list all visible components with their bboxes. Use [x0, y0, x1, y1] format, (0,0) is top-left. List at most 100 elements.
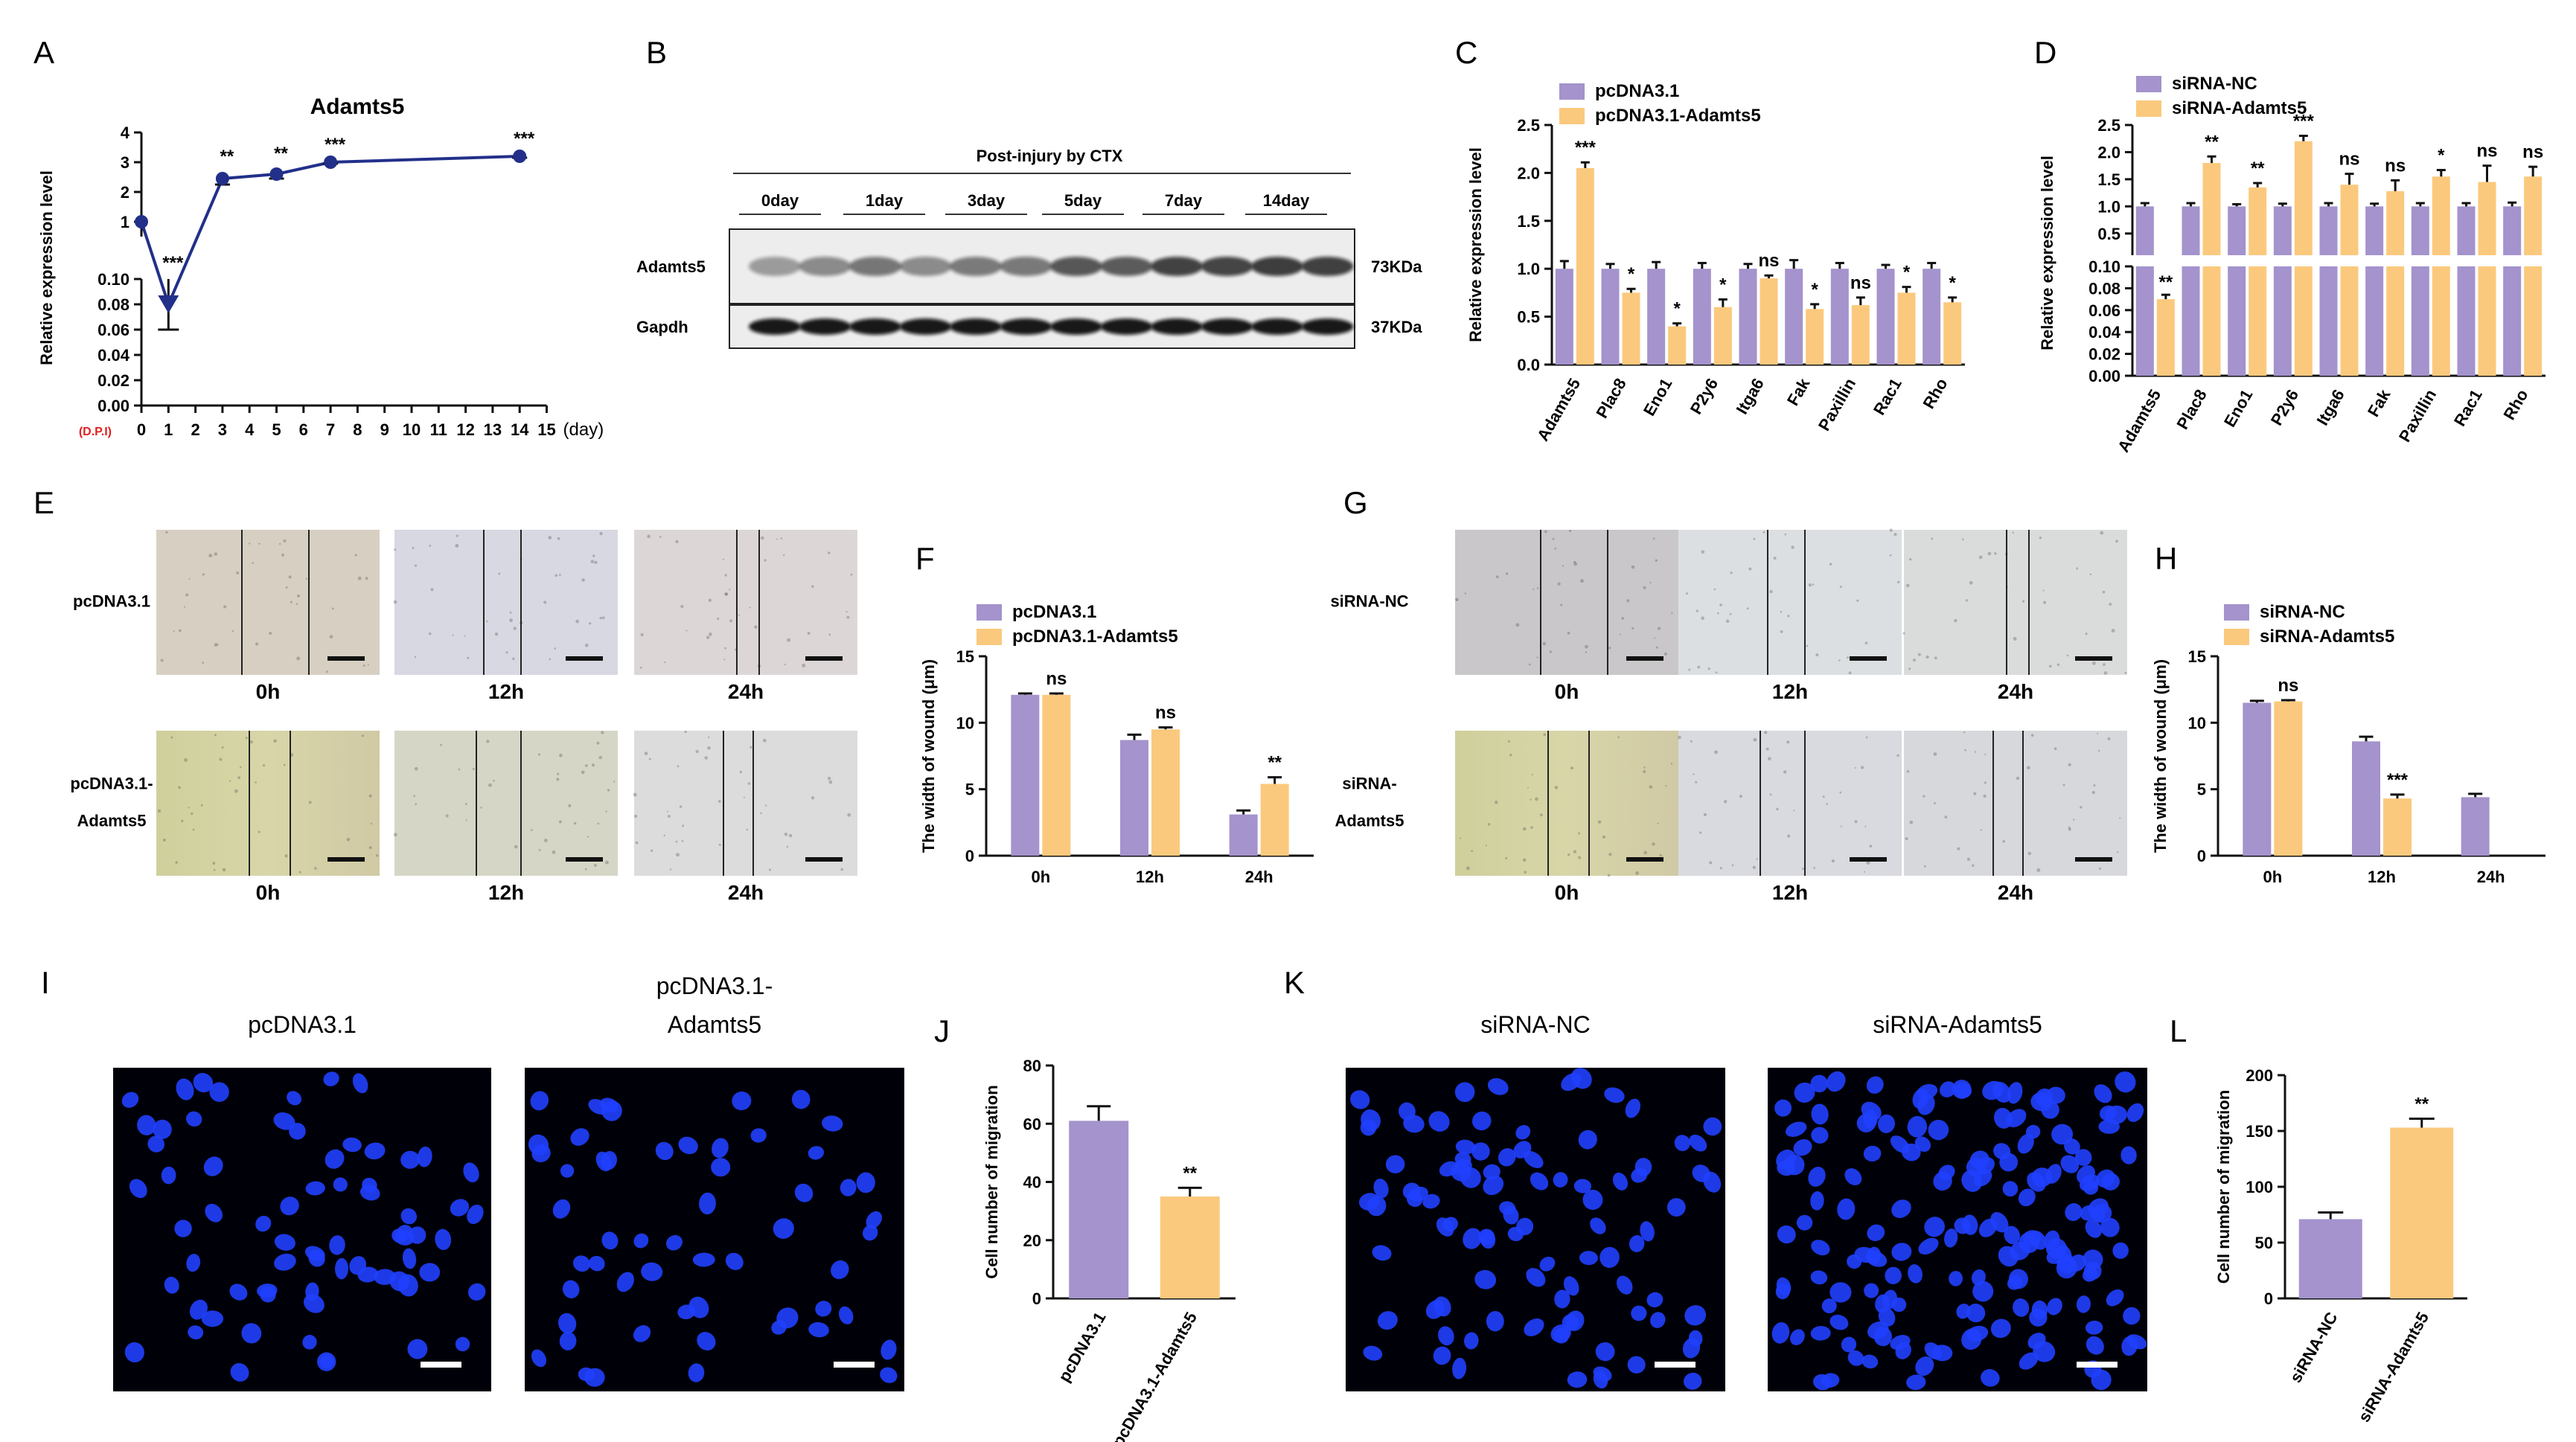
nucleus: [528, 1134, 549, 1156]
wound-speck: [1902, 632, 1905, 635]
nucleus: [2100, 1217, 2120, 1237]
wound-speck: [231, 630, 234, 632]
xtick-label: Rho: [1919, 375, 1951, 412]
bar-upper: [2135, 206, 2154, 255]
wound-speck: [228, 780, 231, 782]
wound-speck: [1838, 659, 1841, 661]
ytick-label: 1.5: [2097, 170, 2120, 189]
wound-speck: [850, 573, 853, 576]
xtick-label: siRNA-NC: [2286, 1309, 2341, 1386]
wound-speck: [788, 833, 793, 838]
wound-speck: [811, 585, 814, 589]
blot-size-label: 37KDa: [1371, 318, 1422, 336]
wound-speck: [1619, 633, 1621, 635]
blot-band: [1100, 257, 1153, 276]
wound-speck: [368, 846, 372, 850]
nucleus: [467, 1283, 486, 1301]
wound-speck: [1813, 866, 1816, 869]
nucleus: [1483, 1164, 1500, 1180]
nucleus: [1944, 1228, 1958, 1248]
nucleus: [1890, 1135, 1910, 1153]
panel-letter-a: A: [33, 35, 54, 70]
wound-speck: [2036, 868, 2041, 872]
wound-speck: [262, 764, 266, 767]
wound-speck: [245, 737, 248, 740]
wound-speck: [723, 658, 726, 661]
nucleus: [1372, 1245, 1392, 1261]
chart-a-point: [513, 150, 527, 163]
wound-speck: [1831, 859, 1835, 863]
wound-speck: [1839, 791, 1842, 794]
nucleus: [856, 1172, 875, 1193]
nucleus: [2105, 1105, 2127, 1124]
nucleus: [2033, 1341, 2056, 1362]
blot-lane-label: 1day: [866, 191, 904, 210]
nucleus: [209, 1082, 229, 1102]
nucleus: [1573, 1179, 1592, 1193]
nucleus: [692, 1252, 715, 1267]
nucleus: [2056, 1244, 2072, 1263]
nucleus: [1666, 1198, 1686, 1217]
wound-speck: [393, 833, 397, 837]
legend-label: pcDNA3.1-Adamts5: [1012, 627, 1178, 647]
nucleus: [124, 1342, 144, 1363]
nucleus: [121, 1092, 139, 1108]
bar: [1622, 292, 1640, 365]
wound-speck: [1535, 797, 1538, 801]
wound-speck: [2039, 536, 2042, 539]
wound-speck: [188, 578, 191, 580]
wound-speck: [1769, 589, 1773, 594]
nucleus: [2126, 1103, 2144, 1122]
nucleus: [1406, 1191, 1423, 1208]
nucleus: [1526, 1268, 1546, 1287]
nucleus: [2027, 1172, 2046, 1192]
xtick-label: pcDNA3.1: [1055, 1309, 1110, 1385]
wound-speck: [1570, 766, 1573, 770]
legend-swatch: [2136, 100, 2161, 117]
nucleus: [357, 1266, 379, 1283]
wound-speck: [548, 536, 552, 540]
nucleus: [1776, 1150, 1797, 1170]
wound-speck: [1585, 644, 1588, 649]
chart-a-dpi-label: (D.P.I): [79, 426, 112, 438]
wound-speck: [558, 574, 561, 577]
wound-speck: [664, 661, 666, 664]
nucleus: [552, 1199, 571, 1219]
bar: [1601, 269, 1620, 365]
wound-speck: [1812, 583, 1815, 586]
nucleus: [1422, 1193, 1440, 1209]
wound-speck: [472, 768, 475, 771]
ytick-label: 20: [1023, 1231, 1041, 1250]
nucleus: [840, 1179, 857, 1196]
wound-speck: [239, 766, 242, 769]
nucleus: [1793, 1139, 1812, 1156]
wound-speck: [1578, 856, 1582, 859]
blot-band: [1201, 318, 1253, 335]
wound-speck: [2027, 851, 2032, 856]
wound-speck: [1652, 537, 1655, 540]
wound-speck: [498, 572, 501, 575]
wound-speck: [1554, 786, 1559, 789]
wound-speck: [677, 765, 680, 768]
wound-speck: [1906, 769, 1910, 773]
xtick-label: Fak: [2364, 385, 2394, 420]
nucleus: [364, 1142, 386, 1160]
nucleus: [2044, 1230, 2060, 1251]
bar: [1160, 1196, 1220, 1298]
nucleus: [1524, 1318, 1544, 1336]
wound-speck: [486, 620, 488, 623]
wound-speck: [467, 656, 470, 659]
wound-speck: [308, 801, 312, 804]
wound-speck: [284, 854, 288, 858]
nucleus: [1570, 1068, 1592, 1089]
nucleus: [1952, 1080, 1972, 1099]
nucleus: [1810, 1191, 1824, 1211]
ytick-label: 60: [1023, 1115, 1041, 1133]
xtick-label: Rac1: [2450, 386, 2486, 429]
bar: [1760, 278, 1778, 365]
significance: ***: [2387, 770, 2409, 790]
nucleus: [1684, 1305, 1707, 1326]
bar-lower: [2340, 266, 2359, 376]
wound-speck: [1608, 853, 1612, 856]
wound-speck: [162, 839, 166, 842]
